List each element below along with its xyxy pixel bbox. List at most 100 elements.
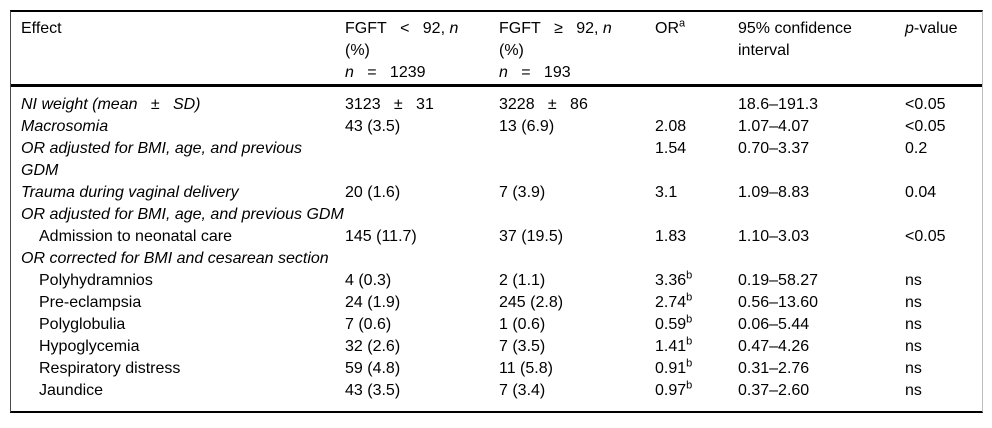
p-value-cell: 0.2 [905, 140, 928, 157]
p-value-cell: ns [905, 316, 922, 333]
fgft-lt-92-cell: 7 (0.6) [345, 316, 392, 333]
col-header-or: ORa [655, 12, 738, 87]
header-n-italic: n [602, 20, 612, 37]
confidence-interval-cell: 1.09–8.83 [738, 184, 810, 201]
fgft-ge-92-cell: 3228 ± 86 [499, 96, 588, 113]
confidence-interval-cell: 0.31–2.76 [738, 360, 810, 377]
p-value-cell: <0.05 [905, 118, 946, 135]
fgft-lt-92-cell: 43 (3.5) [345, 118, 401, 135]
confidence-interval-cell: 0.56–13.60 [738, 294, 819, 311]
table-row: Admission to neonatal care 145 (11.7) 37 (… [11, 226, 982, 248]
odds-ratio-cell: 1.54 [655, 140, 687, 157]
p-value-cell: ns [905, 360, 922, 377]
odds-ratio-cell: 1.83 [655, 228, 687, 245]
confidence-interval-cell: 0.47–4.26 [738, 338, 810, 355]
confidence-interval-cell: 1.10–3.03 [738, 228, 810, 245]
p-value-cell: <0.05 [905, 96, 946, 113]
header-n-italic: n [499, 64, 508, 81]
fgft-lt-92-cell: 43 (3.5) [345, 382, 401, 399]
odds-ratio-cell: 3.36b [655, 269, 693, 289]
odds-ratio-cell: 2.08 [655, 118, 687, 135]
header-n-italic: n [449, 20, 459, 37]
header-row: Effect FGFT < 92, n (%) n = 1239 FGFT ≥ … [11, 12, 982, 87]
table-row: Pre-eclampsia 24 (1.9) 245 (2.8) 2.74b 0.56–… [11, 292, 982, 314]
confidence-interval-cell: 1.07–4.07 [738, 118, 810, 135]
odds-ratio-cell [655, 86, 738, 117]
effect-cell: NI weight (mean ± SD) [21, 96, 201, 113]
table-row: Jaundice 43 (3.5) 7 (3.4) 0.97b 0.37–2.60 ns [11, 380, 982, 411]
odds-ratio-cell: 3.1 [655, 184, 678, 201]
fgft-ge-92-cell: 37 (19.5) [499, 228, 564, 245]
fgft-lt-92-cell: 145 (11.7) [345, 228, 417, 245]
effect-cell: Admission to neonatal care [39, 228, 232, 245]
header-text: (%) [345, 42, 370, 59]
header-p-italic: p [905, 20, 914, 37]
fgft-ge-92-cell: 7 (3.5) [499, 338, 546, 355]
confidence-interval-cell: 0.37–2.60 [738, 382, 810, 399]
table-row: Hypoglycemia 32 (2.6) 7 (3.5) 1.41b 0.47–4.2… [11, 336, 982, 358]
table-row: Respiratory distress 59 (4.8) 11 (5.8) 0.91… [11, 358, 982, 380]
table-row: OR adjusted for BMI, age, and previous G… [11, 204, 982, 226]
table-body: NI weight (mean ± SD) 3123 ± 31 3228 ± 86 1… [11, 86, 982, 412]
confidence-interval-cell: 18.6–191.3 [738, 96, 819, 113]
p-value-cell: <0.05 [905, 228, 946, 245]
odds-ratio-cell: 1.41b [655, 335, 693, 355]
fgft-lt-92-cell: 20 (1.6) [345, 184, 401, 201]
effect-cell: Macrosomia [21, 118, 109, 135]
table-row: Polyhydramnios 4 (0.3) 2 (1.1) 3.36b 0.19–58… [11, 270, 982, 292]
effect-cell: Respiratory distress [39, 360, 181, 377]
table-row: Polyglobulia 7 (0.6) 1 (0.6) 0.59b 0.06–5.44… [11, 314, 982, 336]
header-text: FGFT ≥ 92, [499, 20, 603, 37]
fgft-lt-92-cell: 32 (2.6) [345, 338, 401, 355]
effect-cell: Polyglobulia [39, 316, 126, 333]
fgft-lt-92-cell: 59 (4.8) [345, 360, 401, 377]
table-header: Effect FGFT < 92, n (%) n = 1239 FGFT ≥ … [11, 12, 982, 87]
fgft-lt-92-cell: 4 (0.3) [345, 272, 392, 289]
table-row: Trauma during vaginal delivery 20 (1.6) 7 … [11, 182, 982, 204]
effect-cell: OR adjusted for BMI, age, and previous G… [21, 206, 344, 223]
header-text: (%) [499, 42, 524, 59]
col-header-confidence-interval: 95% confidence interval [738, 12, 905, 87]
fgft-ge-92-cell: 7 (3.4) [499, 382, 546, 399]
footnote-marker-b: b [686, 269, 693, 282]
footnote-marker-b: b [686, 379, 693, 392]
p-value-cell: ns [905, 338, 922, 355]
col-header-fgft-ge-92: FGFT ≥ 92, n (%) n = 193 [499, 12, 655, 87]
p-value-cell: ns [905, 272, 922, 289]
footnote-marker-b: b [686, 291, 693, 304]
header-text: = 1239 [353, 64, 426, 81]
fgft-lt-92-cell [345, 138, 499, 182]
table-row: NI weight (mean ± SD) 3123 ± 31 3228 ± 86 1… [11, 86, 982, 117]
header-text: = 193 [507, 64, 571, 81]
fgft-ge-92-cell: 7 (3.9) [499, 184, 546, 201]
p-value-cell: ns [905, 294, 922, 311]
col-header-p-value: p-value [905, 12, 982, 87]
effect-cell: Pre-eclampsia [39, 294, 142, 311]
fgft-lt-92-cell: 3123 ± 31 [345, 96, 434, 113]
p-value-cell: ns [905, 382, 922, 399]
fgft-lt-92-cell: 24 (1.9) [345, 294, 401, 311]
effect-cell: OR adjusted for BMI, age, and previous GD… [21, 140, 303, 179]
fgft-ge-92-cell: 11 (5.8) [499, 360, 553, 377]
results-table: Effect FGFT < 92, n (%) n = 1239 FGFT ≥ … [11, 12, 982, 411]
odds-ratio-cell: 0.91b [655, 357, 693, 377]
fgft-ge-92-cell [499, 138, 655, 182]
footnote-marker-b: b [686, 357, 693, 370]
effect-cell: Trauma during vaginal delivery [21, 184, 239, 201]
effect-cell: Polyhydramnios [39, 272, 153, 289]
odds-ratio-cell: 0.59b [655, 313, 693, 333]
header-n-italic: n [345, 64, 354, 81]
confidence-interval-cell: 0.06–5.44 [738, 316, 810, 333]
effect-cell: Hypoglycemia [39, 338, 140, 355]
header-text: OR [655, 20, 679, 37]
confidence-interval-cell: 0.19–58.27 [738, 272, 819, 289]
results-table-frame: Effect FGFT < 92, n (%) n = 1239 FGFT ≥ … [10, 10, 983, 413]
table-row: OR corrected for BMI and cesarean sectio… [11, 248, 982, 270]
footnote-marker-a: a [679, 17, 686, 30]
table-row: OR adjusted for BMI, age, and previous GD… [11, 138, 982, 182]
odds-ratio-cell: 0.97b [655, 379, 693, 399]
effect-cell: OR corrected for BMI and cesarean sectio… [21, 250, 329, 267]
fgft-ge-92-cell: 13 (6.9) [499, 118, 555, 135]
table-row: Macrosomia 43 (3.5) 13 (6.9) 2.08 1.07–4.07 <… [11, 116, 982, 138]
col-header-effect: Effect [11, 12, 345, 87]
